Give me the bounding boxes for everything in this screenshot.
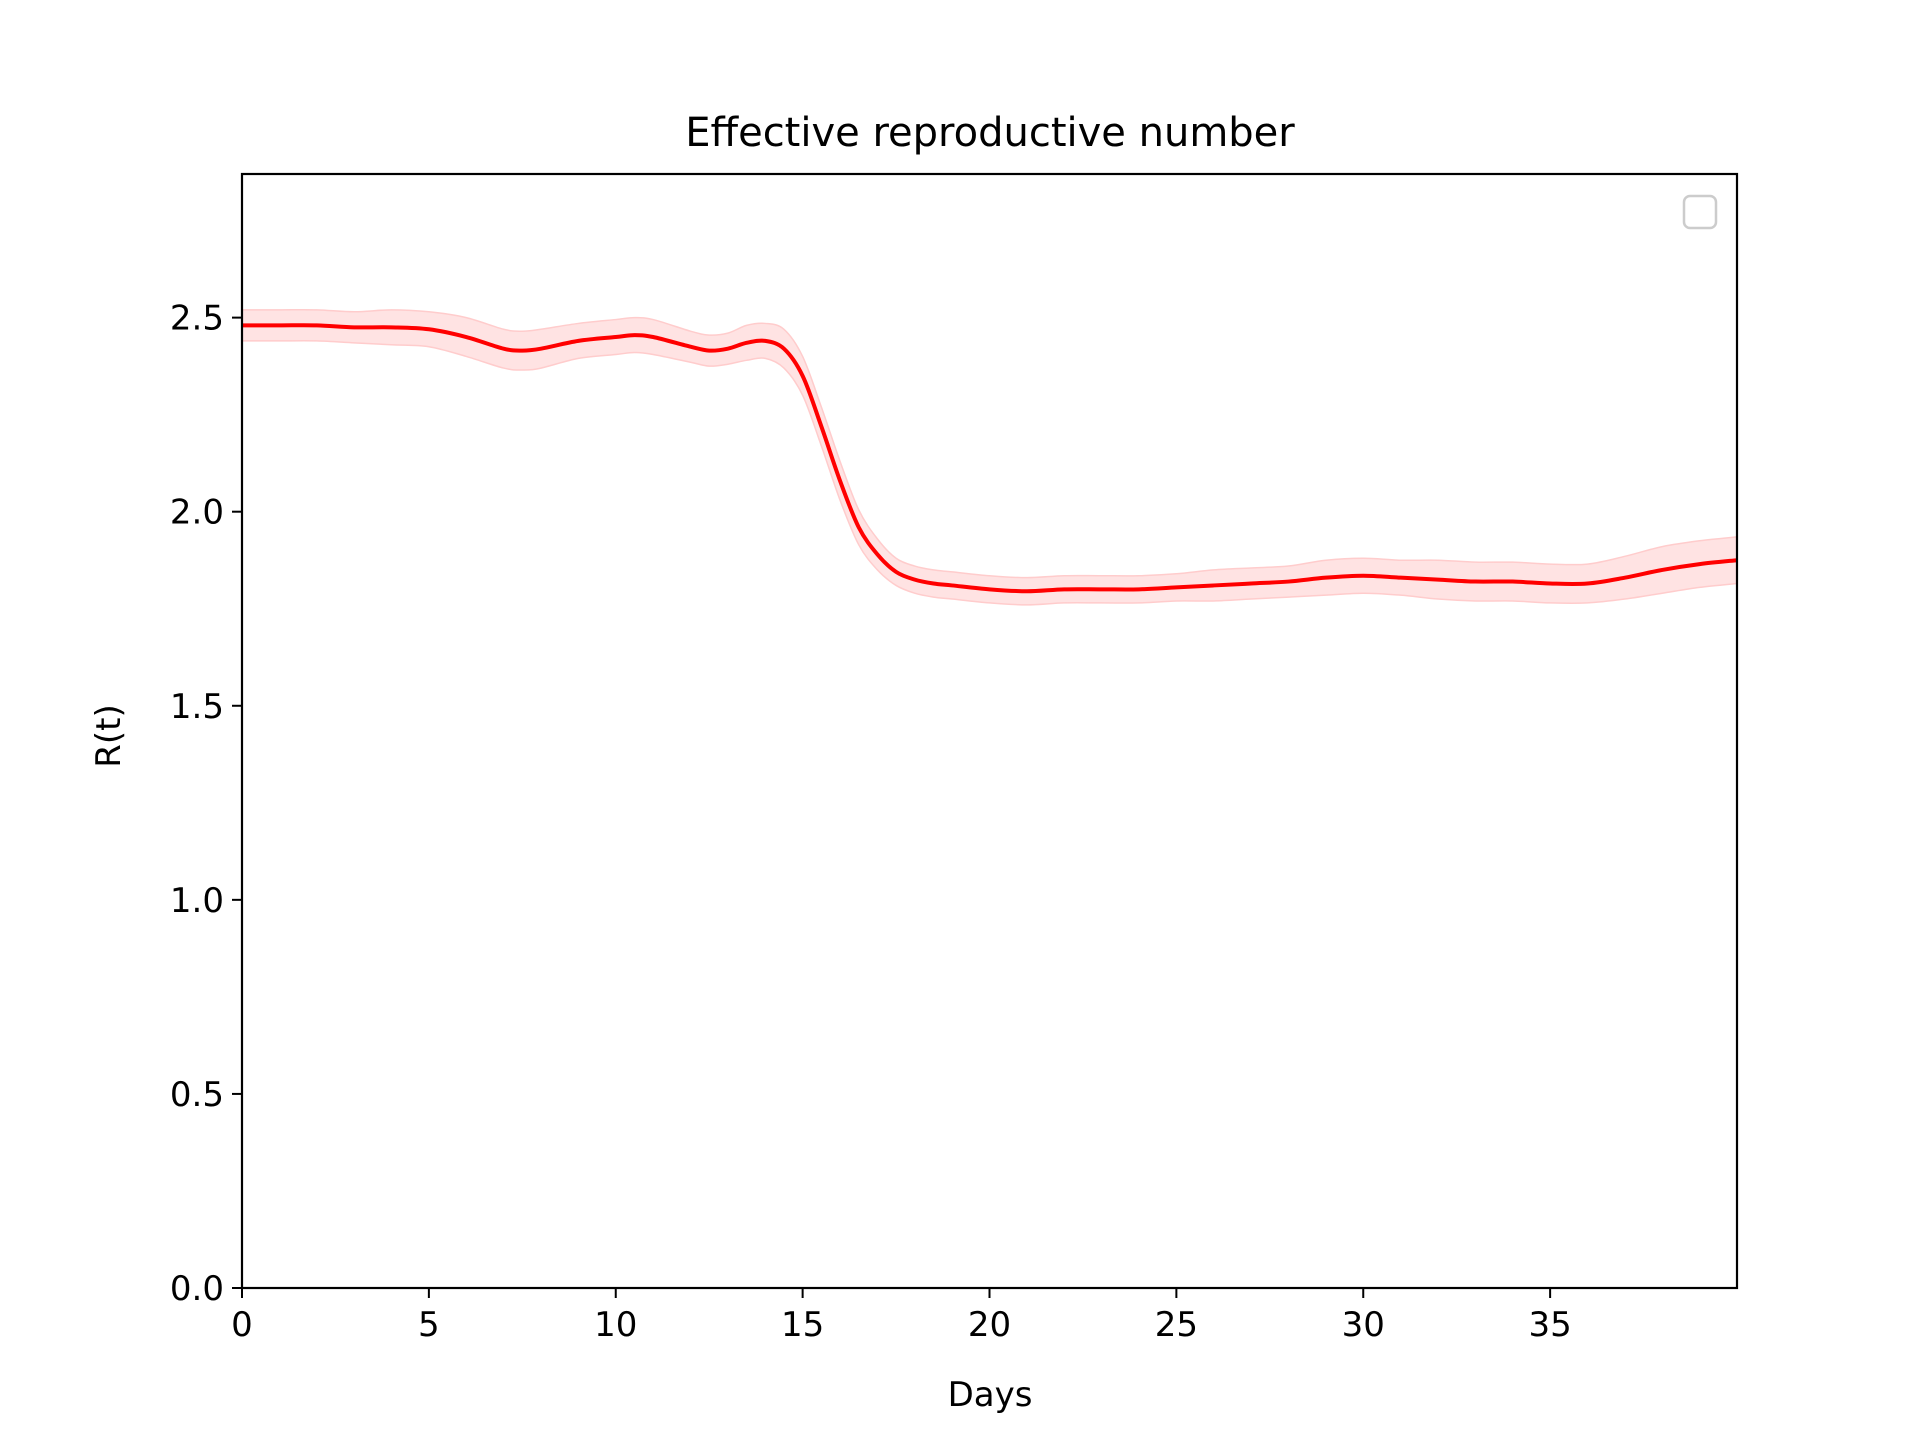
x-tick-label: 10 — [594, 1305, 637, 1345]
y-axis: 0.0 0.5 1.0 1.5 2.0 2.5 — [170, 299, 242, 1309]
y-axis-label: R(t) — [89, 704, 129, 767]
x-tick-label: 15 — [781, 1305, 824, 1345]
y-tick-label: 1.0 — [170, 881, 224, 921]
x-tick-label: 0 — [231, 1305, 253, 1345]
y-tick-label: 0.5 — [170, 1075, 224, 1115]
x-axis: 0 5 10 15 20 25 30 35 — [231, 1288, 1572, 1345]
plot-area — [241, 308, 1738, 606]
confidence-band — [241, 308, 1738, 606]
y-tick-label: 2.5 — [170, 299, 224, 339]
chart-title: Effective reproductive number — [685, 110, 1295, 156]
x-tick-label: 20 — [968, 1305, 1011, 1345]
x-tick-label: 5 — [418, 1305, 440, 1345]
x-tick-label: 25 — [1155, 1305, 1198, 1345]
legend-box — [1682, 194, 1718, 230]
x-axis-label: Days — [948, 1375, 1033, 1415]
x-tick-label: 35 — [1528, 1305, 1571, 1345]
rt-series-line — [242, 323, 1738, 594]
y-tick-label: 0.0 — [170, 1269, 224, 1309]
x-tick-label: 30 — [1342, 1305, 1385, 1345]
y-tick-label: 1.5 — [170, 687, 224, 727]
y-tick-label: 2.0 — [170, 493, 224, 533]
